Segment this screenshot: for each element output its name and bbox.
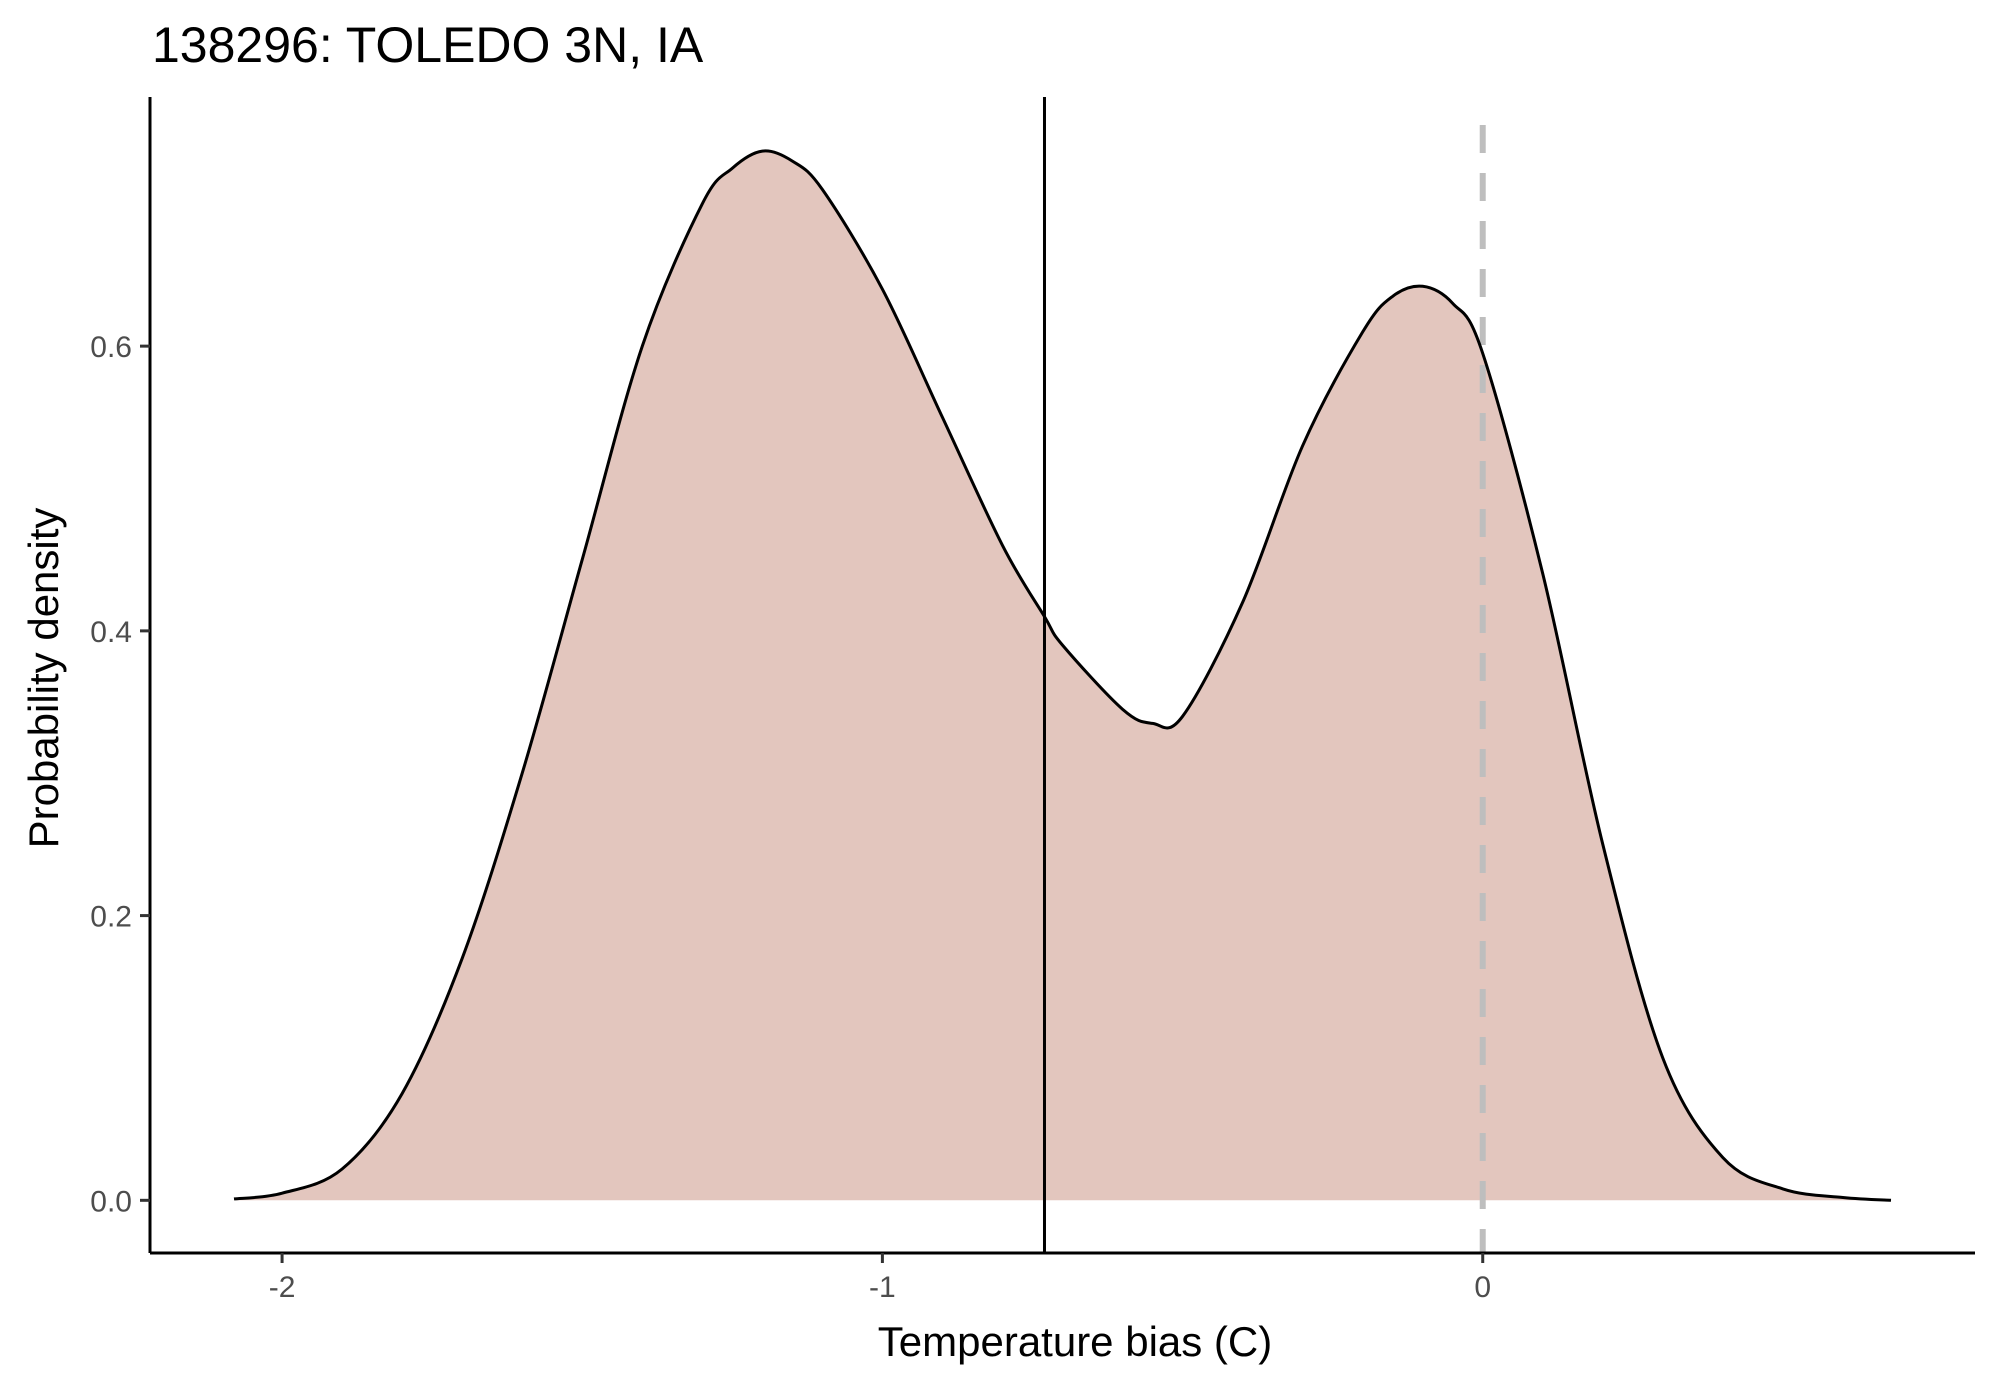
density-area-fill	[234, 150, 1891, 1201]
y-tick-label: 0.6	[90, 331, 132, 364]
x-tick-label: 0	[1474, 1271, 1491, 1304]
axis-ticks: -2 -1 0 0.0 0.2 0.4 0.6	[90, 331, 1491, 1304]
density-curve	[233, 149, 1892, 1202]
x-axis-title: Temperature bias (C)	[878, 1318, 1272, 1365]
y-axis-title: Probability density	[20, 508, 67, 849]
plot-area	[233, 97, 1892, 1253]
y-tick-label: 0.0	[90, 1185, 132, 1218]
y-tick-label: 0.4	[90, 616, 132, 649]
x-tick-label: -1	[869, 1271, 896, 1304]
y-tick-label: 0.2	[90, 901, 132, 934]
chart-title: 138296: TOLEDO 3N, IA	[152, 17, 704, 73]
x-tick-label: -2	[269, 1271, 296, 1304]
